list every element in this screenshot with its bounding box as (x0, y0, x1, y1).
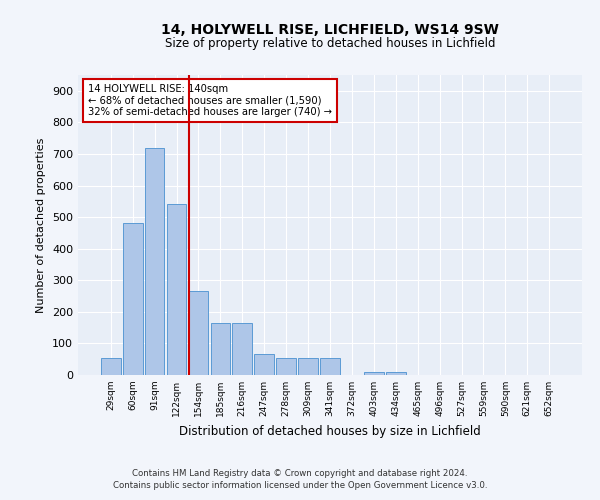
Bar (276, 358, 296, 375)
Text: 14 HOLYWELL RISE: 140sqm
← 68% of detached houses are smaller (1,590)
32% of sem: 14 HOLYWELL RISE: 140sqm ← 68% of detach… (88, 84, 332, 117)
Text: Contains HM Land Registry data © Crown copyright and database right 2024.: Contains HM Land Registry data © Crown c… (132, 468, 468, 477)
Bar (386, 372, 406, 375)
Text: Size of property relative to detached houses in Lichfield: Size of property relative to detached ho… (165, 38, 495, 51)
X-axis label: Distribution of detached houses by size in Lichfield: Distribution of detached houses by size … (179, 424, 481, 438)
Bar (320, 358, 340, 375)
Bar (167, 204, 187, 375)
Bar (123, 224, 143, 375)
Text: Contains public sector information licensed under the Open Government Licence v3: Contains public sector information licen… (113, 481, 487, 490)
Bar (254, 354, 274, 375)
Bar (188, 292, 208, 375)
Bar (145, 148, 164, 375)
Y-axis label: Number of detached properties: Number of detached properties (37, 138, 46, 312)
Bar (101, 358, 121, 375)
Bar (232, 323, 252, 375)
Text: 14, HOLYWELL RISE, LICHFIELD, WS14 9SW: 14, HOLYWELL RISE, LICHFIELD, WS14 9SW (161, 22, 499, 36)
Bar (211, 323, 230, 375)
Bar (364, 372, 384, 375)
Bar (298, 358, 318, 375)
